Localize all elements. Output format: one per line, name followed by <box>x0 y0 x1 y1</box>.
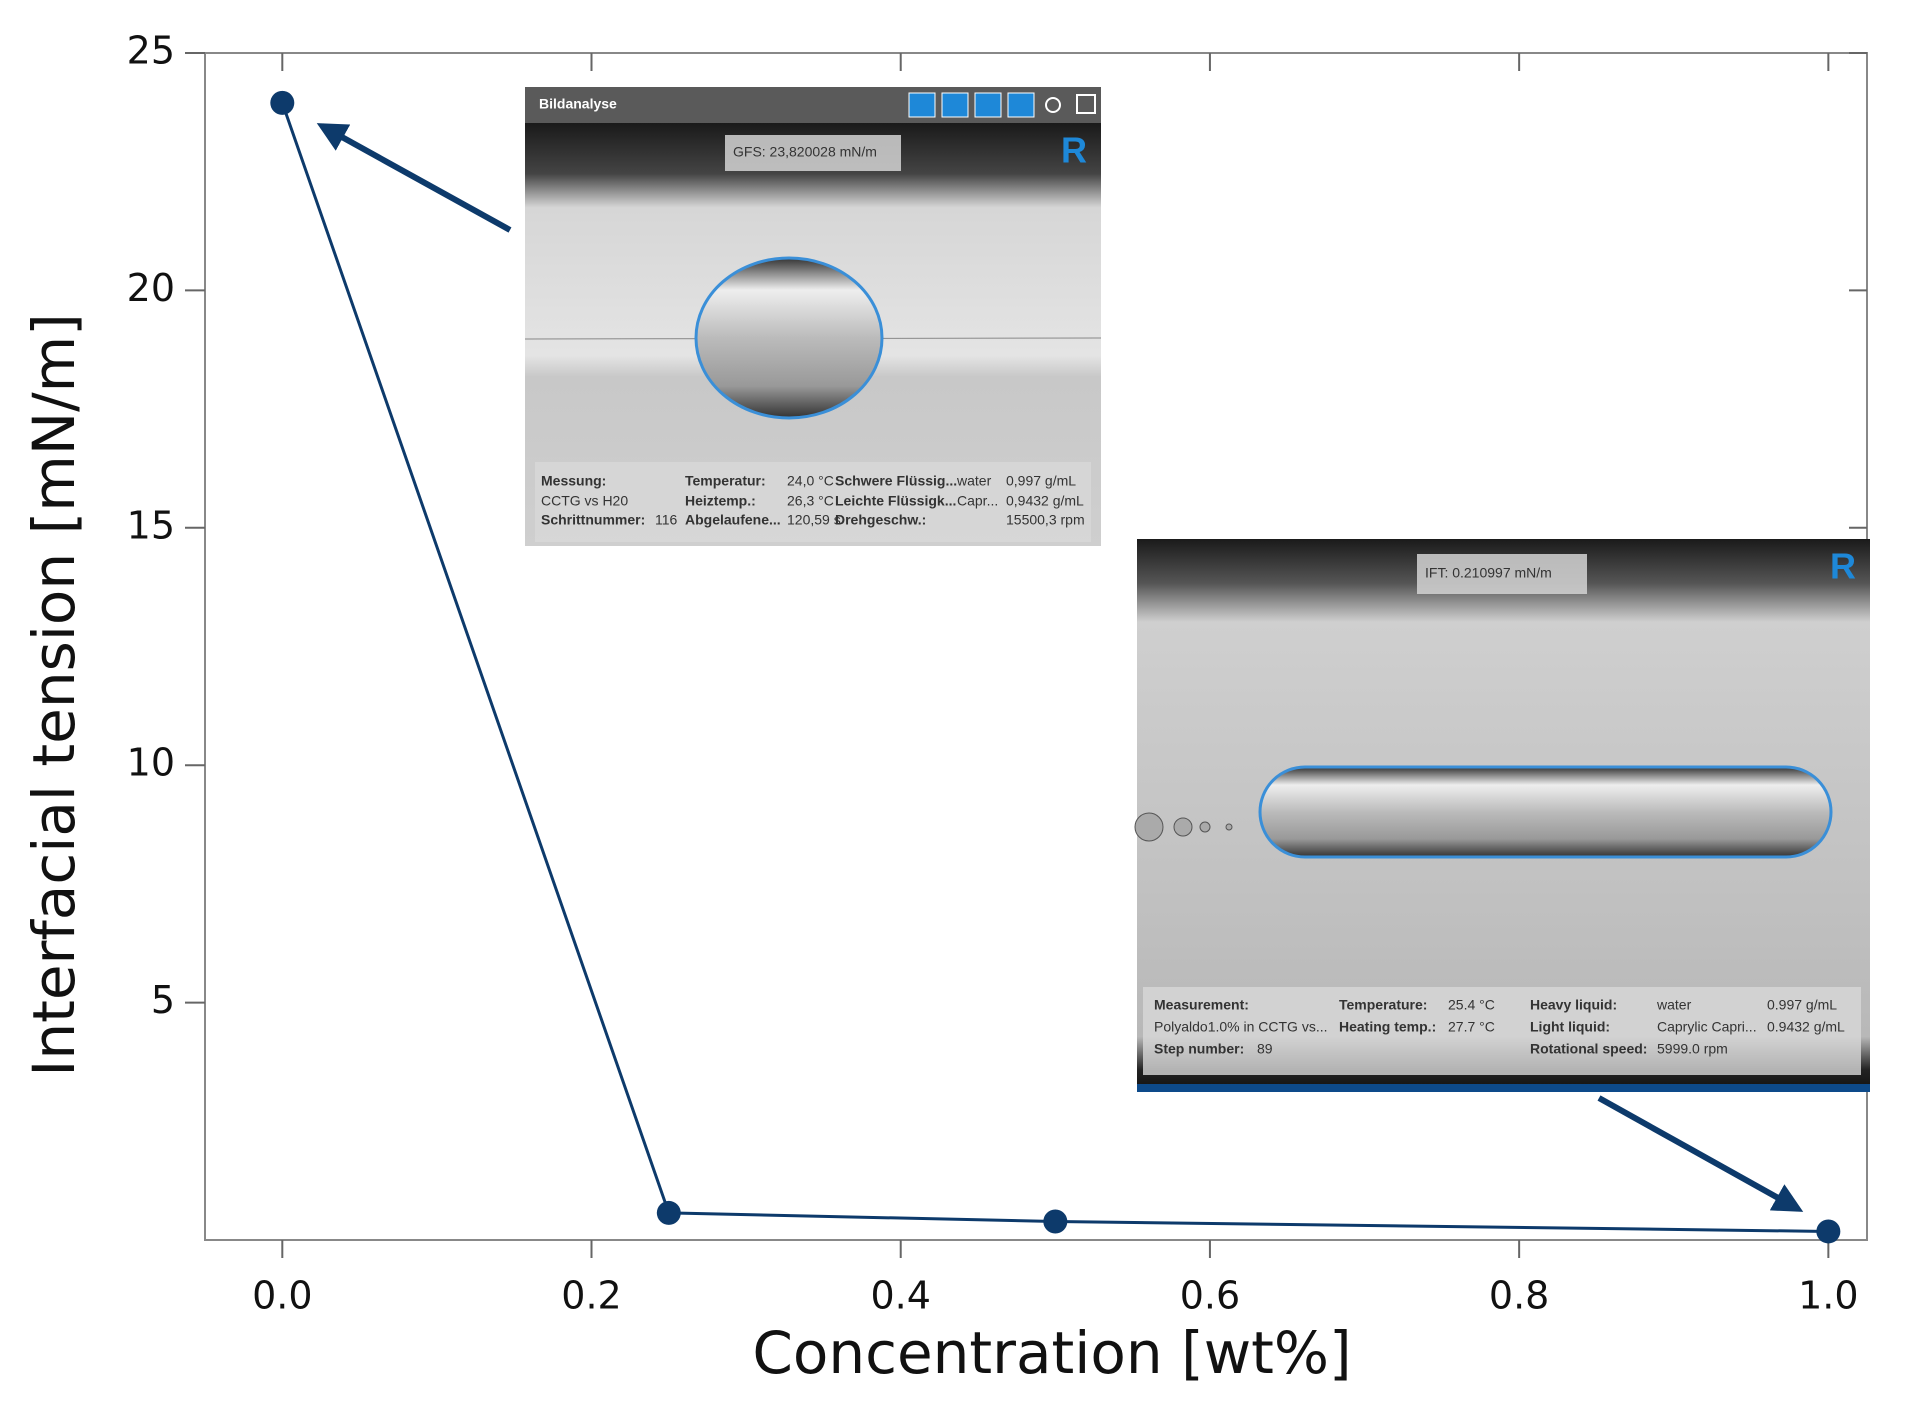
info-box <box>1143 987 1861 1075</box>
data-point <box>270 90 295 115</box>
info-text: Capr... <box>957 493 998 509</box>
x-tick-label: 0.6 <box>1180 1274 1240 1318</box>
small-droplet <box>1199 821 1211 833</box>
info-box <box>535 462 1091 542</box>
arrow <box>316 123 512 233</box>
info-text: Heiztemp.: <box>685 493 756 509</box>
small-droplet <box>1173 817 1193 837</box>
toolbar-icon <box>1007 92 1035 118</box>
info-text: 89 <box>1257 1041 1273 1057</box>
info-text: 120,59 s <box>787 512 841 528</box>
x-tick-label: 0.0 <box>252 1274 312 1318</box>
droplet <box>1258 765 1833 859</box>
info-text: CCTG vs H20 <box>541 493 628 509</box>
info-text: Heavy liquid: <box>1530 997 1617 1013</box>
x-tick-label: 0.2 <box>561 1274 621 1318</box>
info-text: Temperature: <box>1339 997 1427 1013</box>
y-tick-label: 10 <box>127 741 175 785</box>
toolbar-icon <box>974 92 1002 118</box>
droplet <box>694 256 884 420</box>
info-text: water <box>956 473 992 489</box>
info-text: Temperatur: <box>685 473 766 489</box>
x-axis-title: Concentration [wt%] <box>752 1319 1351 1387</box>
info-text: Step number: <box>1154 1041 1244 1057</box>
info-text: 0.9432 g/mL <box>1767 1019 1845 1035</box>
inset-header <box>525 87 1101 123</box>
info-text: 5999.0 rpm <box>1657 1041 1728 1057</box>
info-text: Schwere Flüssig... <box>835 473 957 489</box>
y-tick-label: 25 <box>127 29 175 73</box>
result-box <box>1417 554 1587 594</box>
arrow <box>1597 1095 1804 1212</box>
result-text: GFS: 23,820028 mN/m <box>733 144 877 160</box>
info-text: 0,9432 g/mL <box>1006 493 1084 509</box>
result-box <box>725 135 901 171</box>
inset-screenshot: Bildanalyse GFS: 23,820028 mN/m R Messung: T… <box>524 87 1102 546</box>
info-text: 0.997 g/mL <box>1767 997 1837 1013</box>
info-text: water <box>1656 997 1692 1013</box>
info-text: 26,3 °C <box>787 493 834 509</box>
logo: R <box>1061 130 1087 171</box>
info-text: 15500,3 rpm <box>1006 512 1085 528</box>
info-text: Schrittnummer: <box>541 512 645 528</box>
info-text: Caprylic Capri... <box>1657 1019 1757 1035</box>
x-tick-label: 1.0 <box>1798 1274 1858 1318</box>
inset-bottom-bar <box>1137 1084 1870 1092</box>
info-text: Leichte Flüssigk... <box>835 493 956 509</box>
small-droplet <box>1225 823 1233 831</box>
info-text: 25.4 °C <box>1448 997 1495 1013</box>
info-text: Rotational speed: <box>1530 1041 1647 1057</box>
y-axis-title: Interfacial tension [mN/m] <box>20 313 88 1077</box>
info-text: 24,0 °C <box>787 473 834 489</box>
x-tick-label: 0.8 <box>1489 1274 1549 1318</box>
info-text: 0,997 g/mL <box>1006 473 1076 489</box>
y-tick-label: 15 <box>127 503 175 547</box>
y-tick-label: 20 <box>127 266 175 310</box>
toolbar-icon <box>908 92 936 118</box>
small-droplet <box>1134 812 1164 842</box>
data-line <box>280 102 1829 1233</box>
toolbar-icon <box>1076 94 1096 114</box>
info-text: Drehgeschw.: <box>835 512 926 528</box>
info-text: Messung: <box>541 473 606 489</box>
logo: R <box>1830 546 1856 587</box>
toolbar-icon <box>941 92 969 118</box>
info-text: Light liquid: <box>1530 1019 1610 1035</box>
toolbar-icon <box>1045 97 1061 113</box>
data-point <box>1816 1219 1841 1244</box>
info-text: Heating temp.: <box>1339 1019 1436 1035</box>
result-text: IFT: 0.210997 mN/m <box>1425 565 1552 581</box>
y-tick-label: 5 <box>151 978 175 1022</box>
data-point <box>656 1200 681 1225</box>
info-text: Measurement: <box>1154 997 1249 1013</box>
info-text: Abgelaufene... <box>685 512 781 528</box>
x-tick-label: 0.4 <box>871 1274 931 1318</box>
info-text: 27.7 °C <box>1448 1019 1495 1035</box>
data-point <box>1043 1209 1068 1234</box>
info-text: 116 <box>655 512 678 528</box>
inset-title: Bildanalyse <box>539 96 617 112</box>
info-text: Polyaldo1.0% in CCTG vs... <box>1154 1019 1328 1035</box>
inset-screenshot: IFT: 0.210997 mN/m R Measurement: Temperatu… <box>1134 539 1870 1092</box>
